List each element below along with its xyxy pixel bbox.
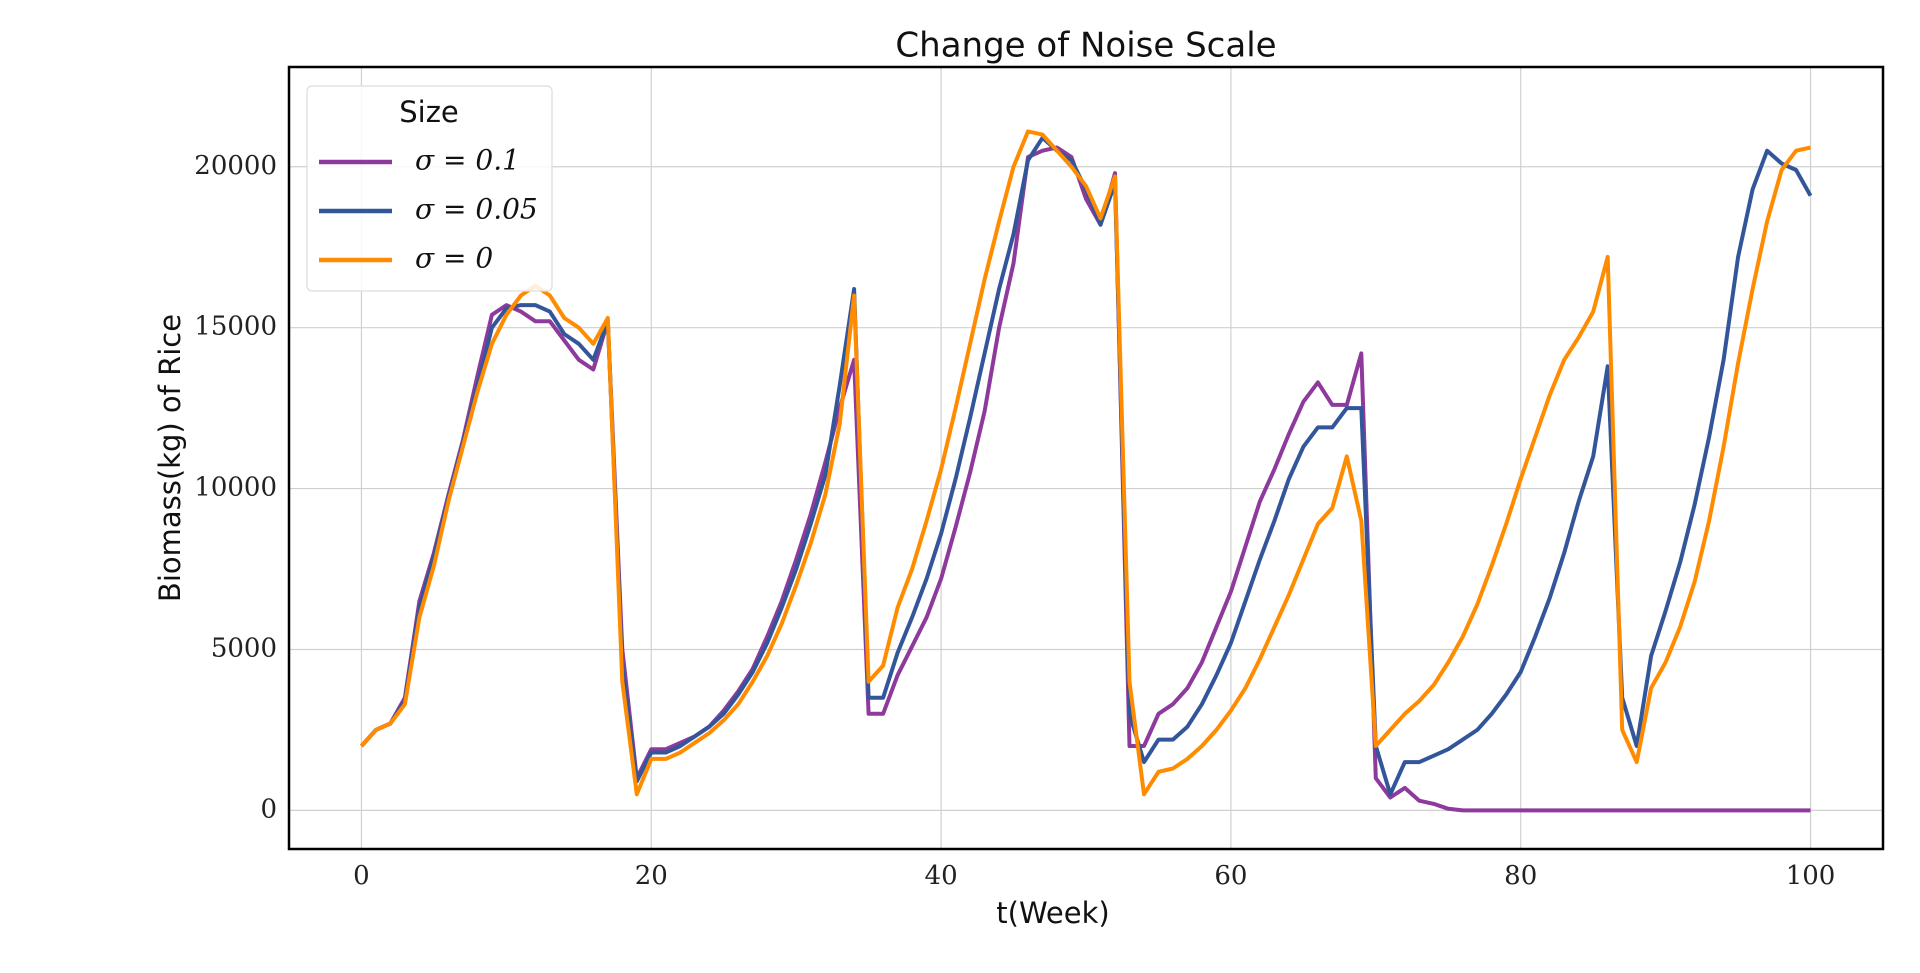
legend: Size σ = 0.1 σ = 0.05 σ = 0: [306, 85, 553, 292]
y-tick-label: 20000: [194, 151, 277, 181]
chart-title: Change of Noise Scale: [895, 26, 1276, 66]
legend-label: σ = 0.05: [415, 193, 538, 226]
legend-label: σ = 0.1: [415, 144, 520, 177]
x-tick-label: 100: [1786, 861, 1836, 891]
y-tick-label: 0: [260, 794, 277, 824]
legend-title: Size: [399, 95, 459, 129]
line-series: [360, 145, 1811, 813]
y-tick-label: 10000: [194, 473, 277, 503]
plot-frame: [287, 65, 1885, 851]
y-tick-label: 15000: [194, 312, 277, 342]
line-series: [360, 129, 1811, 797]
x-tick-label: 0: [353, 861, 370, 891]
line-series: [360, 135, 1813, 797]
x-axis-label: t(Week): [996, 896, 1109, 930]
legend-label: σ = 0: [415, 242, 493, 275]
legend-box: [306, 85, 553, 292]
x-tick-label: 40: [925, 861, 958, 891]
x-tick-label: 60: [1214, 861, 1247, 891]
x-tick-label: 20: [635, 861, 668, 891]
y-axis-label: Biomass(kg) of Rice: [153, 314, 187, 602]
y-tick-label: 5000: [211, 633, 277, 663]
x-tick-label: 80: [1504, 861, 1537, 891]
